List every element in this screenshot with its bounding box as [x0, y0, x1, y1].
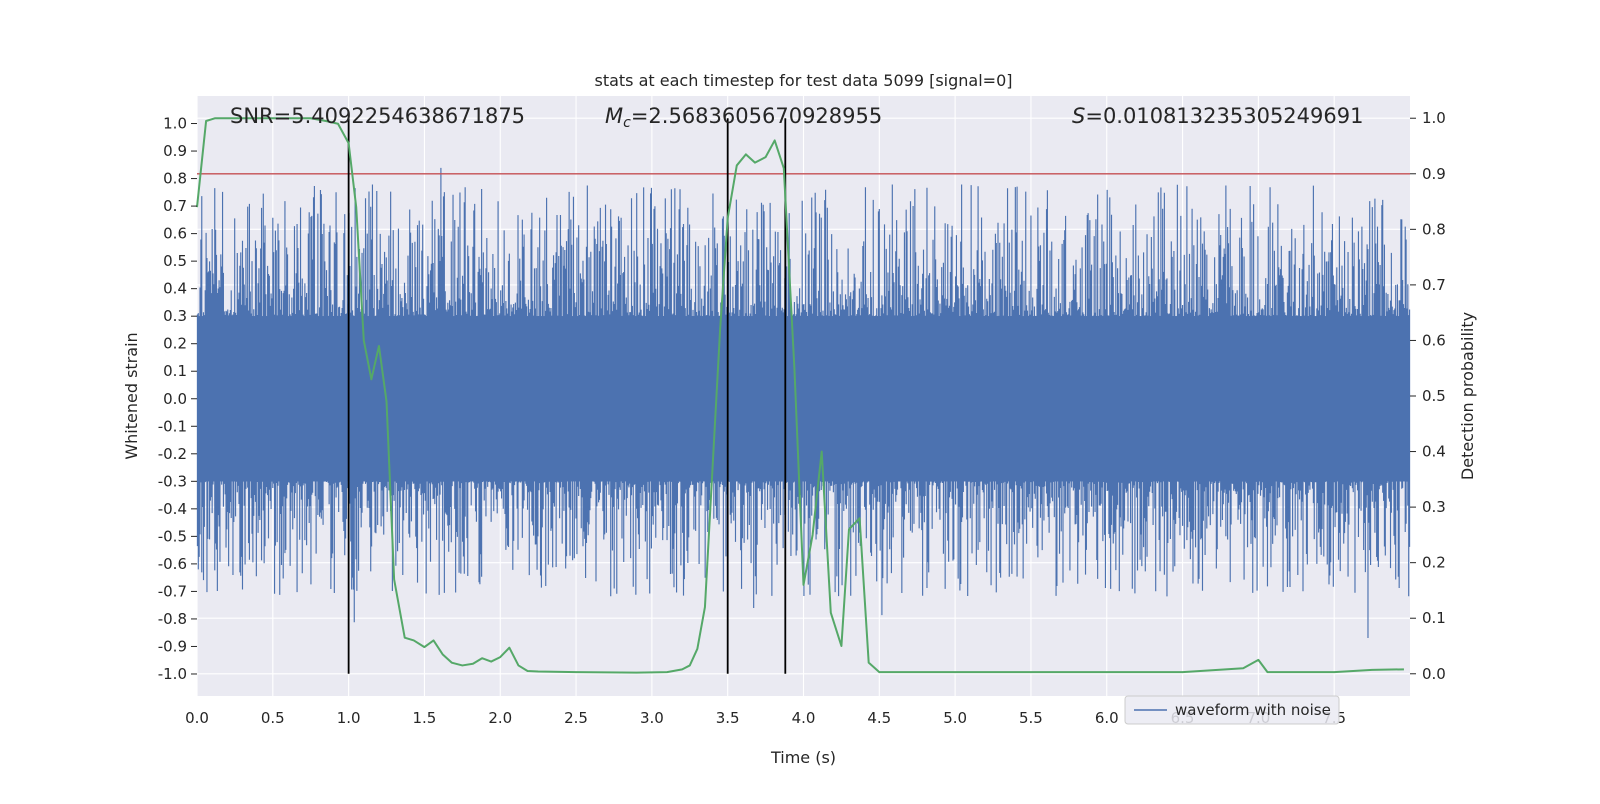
x-tick-label: 5.0 — [943, 709, 967, 727]
y-left-tick-label: 0.4 — [163, 280, 187, 298]
x-tick-label: 3.5 — [716, 709, 740, 727]
y-left-tick-label: -0.1 — [158, 417, 187, 435]
x-tick-label: 6.0 — [1095, 709, 1119, 727]
y-left-tick-label: 0.9 — [163, 142, 187, 160]
y-right-tick-label: 0.6 — [1422, 331, 1446, 349]
y-left-tick-label: -1.0 — [158, 665, 187, 683]
x-tick-label: 0.5 — [261, 709, 285, 727]
noise-series — [196, 167, 1411, 639]
x-tick-label: 0.0 — [185, 709, 209, 727]
y-right-tick-label: 0.0 — [1422, 665, 1446, 683]
x-tick-label: 1.0 — [337, 709, 361, 727]
y-right-tick-label: 0.2 — [1422, 554, 1446, 572]
tick-labels: 0.00.51.01.52.02.53.03.54.04.55.05.56.06… — [158, 109, 1446, 727]
x-tick-label: 4.0 — [792, 709, 816, 727]
mc-subscript: c — [623, 115, 631, 131]
y-right-tick-label: 0.1 — [1422, 609, 1446, 627]
s-symbol: S — [1072, 104, 1085, 128]
y-axis-label-left: Whitened strain — [122, 332, 141, 459]
y-left-tick-label: 0.0 — [163, 390, 187, 408]
x-tick-label: 1.5 — [413, 709, 437, 727]
legend: waveform with noise — [1124, 695, 1340, 725]
y-left-tick-label: 0.6 — [163, 225, 187, 243]
x-tick-label: 4.5 — [867, 709, 891, 727]
y-right-tick-label: 0.9 — [1422, 165, 1446, 183]
s-annotation: S=0.010813235305249691 — [1072, 104, 1363, 128]
y-right-tick-label: 0.3 — [1422, 498, 1446, 516]
s-value: =0.010813235305249691 — [1085, 104, 1363, 128]
y-left-tick-label: -0.4 — [158, 500, 187, 518]
legend-box — [1124, 695, 1340, 725]
y-left-tick-label: 0.8 — [163, 170, 187, 188]
y-right-tick-label: 0.7 — [1422, 276, 1446, 294]
chart-title: stats at each timestep for test data 509… — [594, 71, 1012, 90]
y-right-tick-label: 0.4 — [1422, 443, 1446, 461]
mc-value: =2.5683605670928955 — [631, 104, 882, 128]
detection-probability-line — [196, 117, 1404, 674]
y-left-tick-label: -0.8 — [158, 610, 187, 628]
y-left-tick-label: -0.3 — [158, 472, 187, 490]
y-left-tick-label: -0.7 — [158, 582, 187, 600]
y-left-tick-label: 1.0 — [163, 115, 187, 133]
y-left-tick-label: -0.9 — [158, 637, 187, 655]
x-tick-label: 5.5 — [1019, 709, 1043, 727]
y-left-tick-label: 0.3 — [163, 307, 187, 325]
y-left-tick-label: -0.2 — [158, 445, 187, 463]
overlay-layer — [196, 117, 1410, 674]
chirp-mass-annotation: Mc=2.5683605670928955 — [605, 104, 882, 131]
y-left-tick-label: 0.1 — [163, 362, 187, 380]
legend-label: waveform with noise — [1175, 701, 1331, 719]
y-right-tick-label: 0.8 — [1422, 220, 1446, 238]
x-tick-label: 2.0 — [488, 709, 512, 727]
y-axis-label-right: Detection probability — [1458, 312, 1477, 480]
y-left-tick-label: 0.2 — [163, 335, 187, 353]
y-right-tick-label: 0.5 — [1422, 387, 1446, 405]
y-left-tick-label: -0.5 — [158, 527, 187, 545]
y-left-tick-label: -0.6 — [158, 555, 187, 573]
waveform-with-noise — [196, 167, 1411, 639]
x-tick-label: 2.5 — [564, 709, 588, 727]
mc-symbol: M — [605, 104, 623, 128]
y-left-tick-label: 0.5 — [163, 252, 187, 270]
x-tick-label: 3.0 — [640, 709, 664, 727]
y-left-tick-label: 0.7 — [163, 197, 187, 215]
x-axis-label: Time (s) — [770, 748, 836, 767]
snr-annotation: SNR=5.4092254638671875 — [230, 104, 525, 128]
y-right-tick-label: 1.0 — [1422, 109, 1446, 127]
